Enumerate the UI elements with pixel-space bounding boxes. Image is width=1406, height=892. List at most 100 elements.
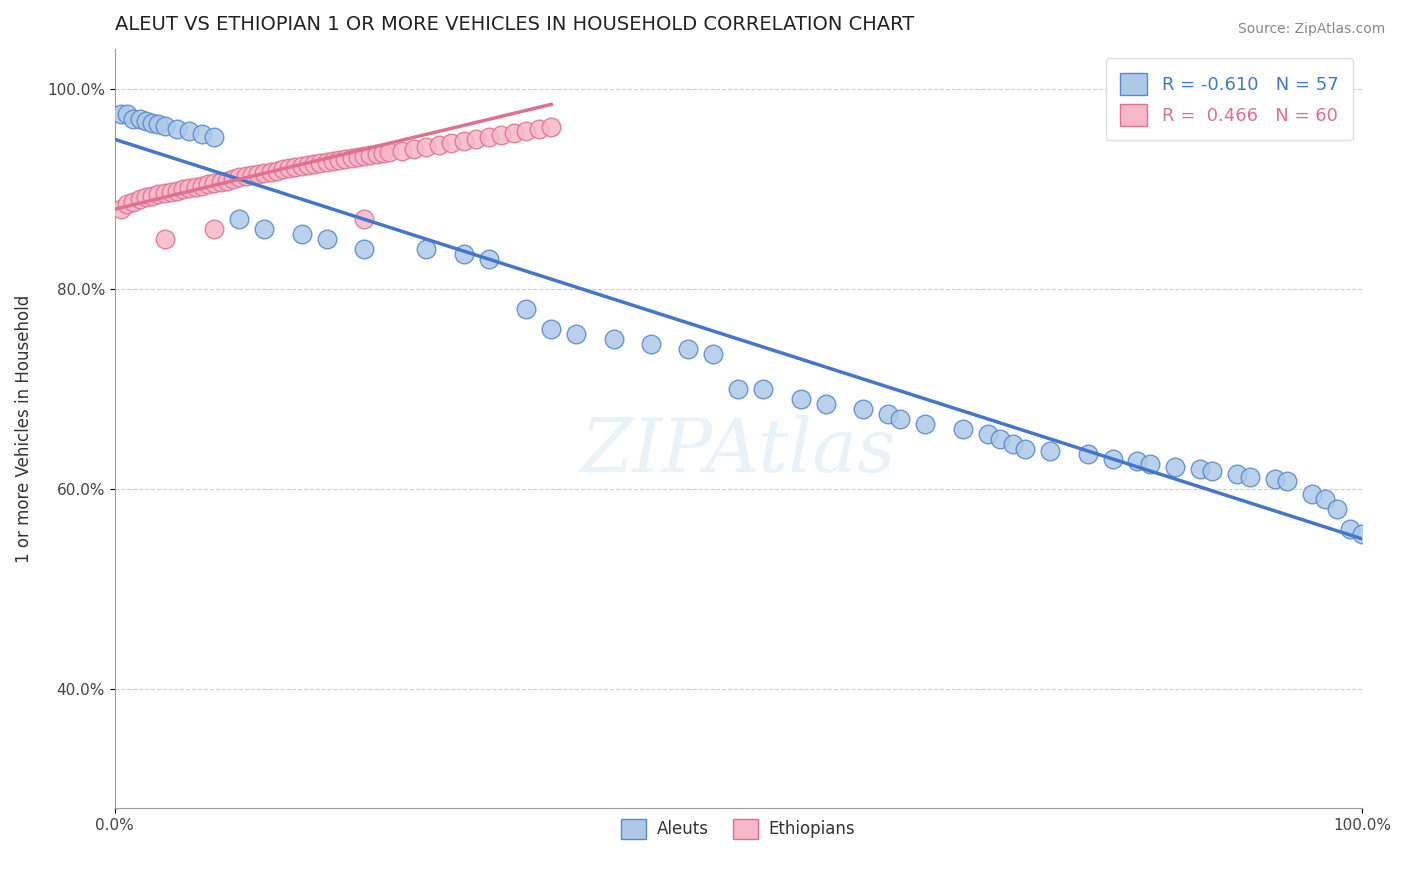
Point [1077,447,1099,461]
Point [727,382,749,396]
Point [148,187,170,202]
Point [179,124,201,138]
Point [540,322,562,336]
Point [702,347,724,361]
Point [122,195,145,210]
Point [1164,459,1187,474]
Point [465,132,488,146]
Point [1139,457,1161,471]
Point [253,166,276,180]
Point [678,342,700,356]
Point [209,175,232,189]
Y-axis label: 1 or more Vehicles in Household: 1 or more Vehicles in Household [15,295,32,563]
Point [128,192,150,206]
Point [502,126,524,140]
Point [640,337,662,351]
Point [491,128,513,143]
Point [291,159,314,173]
Point [153,186,176,201]
Point [565,327,588,342]
Point [266,164,288,178]
Point [247,167,270,181]
Point [153,120,176,134]
Point [988,432,1011,446]
Point [302,157,325,171]
Point [391,145,413,159]
Point [852,401,875,416]
Point [315,232,337,246]
Point [1351,526,1374,541]
Point [914,417,936,431]
Point [115,197,138,211]
Point [166,184,188,198]
Point [197,178,219,192]
Point [222,172,245,186]
Point [427,138,450,153]
Point [191,179,214,194]
Point [1301,487,1323,501]
Point [322,154,344,169]
Point [1226,467,1249,481]
Point [228,212,250,227]
Point [191,128,214,142]
Point [1313,491,1336,506]
Point [115,107,138,121]
Text: ALEUT VS ETHIOPIAN 1 OR MORE VEHICLES IN HOUSEHOLD CORRELATION CHART: ALEUT VS ETHIOPIAN 1 OR MORE VEHICLES IN… [115,15,914,34]
Point [309,156,332,170]
Point [752,382,775,396]
Point [184,180,207,194]
Point [1264,472,1286,486]
Point [952,422,974,436]
Point [1239,470,1261,484]
Point [1039,444,1062,458]
Point [135,190,157,204]
Point [453,247,475,261]
Point [1275,474,1298,488]
Point [110,107,132,121]
Point [141,116,163,130]
Point [366,147,388,161]
Point [378,145,401,160]
Point [1201,464,1223,478]
Point [371,146,394,161]
Point [1339,522,1361,536]
Text: Source: ZipAtlas.com: Source: ZipAtlas.com [1237,22,1385,37]
Point [278,161,301,176]
Point [353,242,375,256]
Point [527,122,550,136]
Point [515,124,537,138]
Point [110,202,132,217]
Point [128,112,150,127]
Point [228,170,250,185]
Point [335,153,357,167]
Point [1014,442,1036,456]
Point [179,181,201,195]
Point [977,426,1000,441]
Point [340,151,363,165]
Point [202,176,225,190]
Point [215,174,238,188]
Point [315,155,337,169]
Point [141,189,163,203]
Point [297,158,319,172]
Point [240,169,263,183]
Point [291,227,314,242]
Point [359,148,381,162]
Point [789,392,811,406]
Point [353,149,375,163]
Point [353,212,375,227]
Point [889,412,911,426]
Point [166,122,188,136]
Point [235,169,257,184]
Point [602,332,624,346]
Legend: Aleuts, Ethiopians: Aleuts, Ethiopians [614,812,862,846]
Point [540,120,562,135]
Point [172,182,194,196]
Point [122,112,145,127]
Point [135,114,157,128]
Point [259,165,281,179]
Text: ZIPAtlas: ZIPAtlas [581,416,896,488]
Point [1188,462,1211,476]
Point [271,162,294,177]
Point [877,407,900,421]
